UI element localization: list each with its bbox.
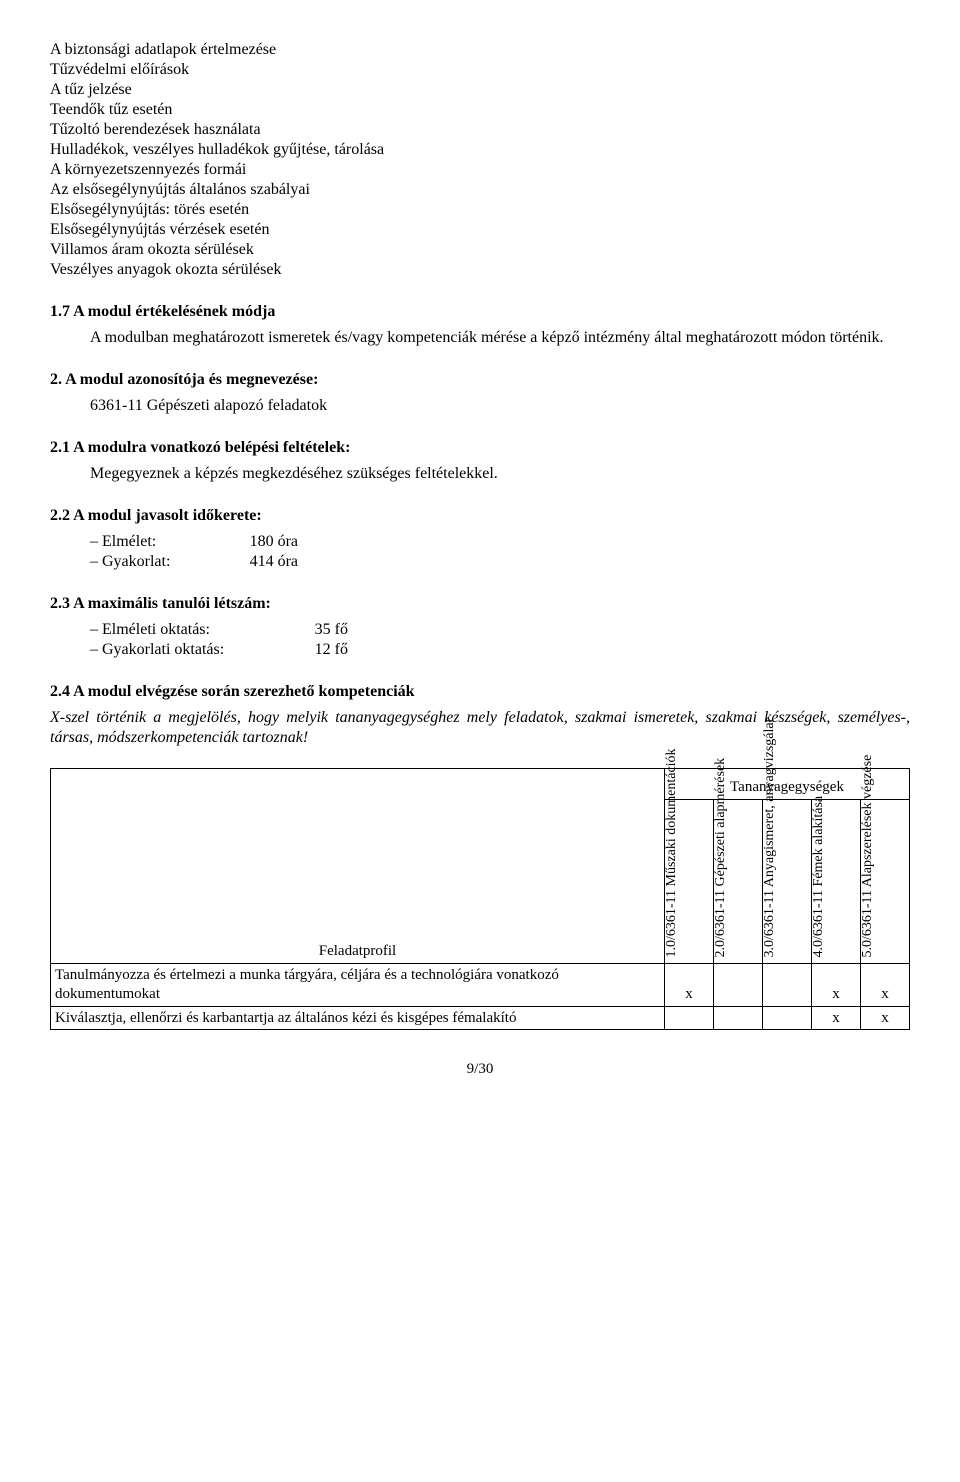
section-2-1-body: Megegyeznek a képzés megkezdéséhez szüks…: [90, 464, 910, 484]
intro-line: Tűzvédelmi előírások: [50, 60, 910, 80]
intro-line: Tűzoltó berendezések használata: [50, 120, 910, 140]
count-label: – Gyakorlati oktatás:: [90, 640, 298, 660]
count-label: – Elméleti oktatás:: [90, 620, 298, 640]
section-1-7-title: 1.7 A modul értékelésének módja: [50, 302, 910, 322]
x-cell: [665, 1006, 714, 1030]
x-cell: x: [861, 1006, 910, 1030]
table-row: – Elmélet: 180 óra: [90, 532, 306, 552]
intro-line: Elsősegélynyújtás: törés esetén: [50, 200, 910, 220]
row-label: Tanulmányozza és értelmezi a munka tárgy…: [51, 964, 665, 1007]
table-row: Kiválasztja, ellenőrzi és karbantartja a…: [51, 1006, 910, 1030]
section-2-3-title: 2.3 A maximális tanulói létszám:: [50, 594, 910, 614]
unit-column-5: 5.0/6361-11 Alapszerelések végzése: [861, 800, 910, 964]
section-2-title: 2. A modul azonosítója és megnevezése:: [50, 370, 910, 390]
competency-table: Feladatprofil Tananyagegységek 1.0/6361-…: [50, 768, 910, 1030]
unit-column-4: 4.0/6361-11 Fémek alakítása: [812, 800, 861, 964]
section-2-2-title: 2.2 A modul javasolt időkerete:: [50, 506, 910, 526]
intro-line: A tűz jelzése: [50, 80, 910, 100]
row-label: Kiválasztja, ellenőrzi és karbantartja a…: [51, 1006, 665, 1030]
hours-label: – Gyakorlat:: [90, 552, 228, 572]
intro-lines: A biztonsági adatlapok értelmezése Tűzvé…: [50, 40, 910, 280]
x-cell: [763, 964, 812, 1007]
section-1-7-body: A modulban meghatározott ismeretek és/va…: [90, 328, 910, 348]
unit-column-2: 2.0/6361-11 Gépészeti alapmérések: [714, 800, 763, 964]
table-row: – Gyakorlat: 414 óra: [90, 552, 306, 572]
intro-line: Elsősegélynyújtás vérzések esetén: [50, 220, 910, 240]
intro-line: Villamos áram okozta sérülések: [50, 240, 910, 260]
x-cell: [714, 964, 763, 1007]
x-cell: [714, 1006, 763, 1030]
x-cell: x: [812, 964, 861, 1007]
intro-line: Teendők tűz esetén: [50, 100, 910, 120]
intro-line: Veszélyes anyagok okozta sérülések: [50, 260, 910, 280]
page-number: 9/30: [50, 1060, 910, 1079]
unit-column-1: 1.0/6361-11 Műszaki dokumentációk: [665, 800, 714, 964]
section-2-4-body: X-szel történik a megjelölés, hogy melyi…: [50, 708, 910, 748]
count-value: 35 fő: [298, 620, 356, 640]
intro-line: A környezetszennyezés formái: [50, 160, 910, 180]
intro-line: A biztonsági adatlapok értelmezése: [50, 40, 910, 60]
intro-line: Az elsősegélynyújtás általános szabályai: [50, 180, 910, 200]
table-row: – Gyakorlati oktatás: 12 fő: [90, 640, 356, 660]
hours-value: 414 óra: [228, 552, 306, 572]
hours-label: – Elmélet:: [90, 532, 228, 552]
count-table: – Elméleti oktatás: 35 fő – Gyakorlati o…: [90, 620, 356, 660]
feladatprofil-header: Feladatprofil: [51, 769, 665, 964]
x-cell: x: [861, 964, 910, 1007]
intro-line: Hulladékok, veszélyes hulladékok gyűjtés…: [50, 140, 910, 160]
x-cell: [763, 1006, 812, 1030]
table-row: – Elméleti oktatás: 35 fő: [90, 620, 356, 640]
section-2-4-title: 2.4 A modul elvégzése során szerezhető k…: [50, 682, 910, 702]
count-value: 12 fő: [298, 640, 356, 660]
x-cell: x: [665, 964, 714, 1007]
table-header-row-1: Feladatprofil Tananyagegységek: [51, 769, 910, 800]
hours-value: 180 óra: [228, 532, 306, 552]
unit-column-3: 3.0/6361-11 Anyagismeret, anyagvizsgálat: [763, 800, 812, 964]
section-2-body: 6361-11 Gépészeti alapozó feladatok: [90, 396, 910, 416]
x-cell: x: [812, 1006, 861, 1030]
table-row: Tanulmányozza és értelmezi a munka tárgy…: [51, 964, 910, 1007]
section-2-1-title: 2.1 A modulra vonatkozó belépési feltéte…: [50, 438, 910, 458]
hours-table: – Elmélet: 180 óra – Gyakorlat: 414 óra: [90, 532, 306, 572]
